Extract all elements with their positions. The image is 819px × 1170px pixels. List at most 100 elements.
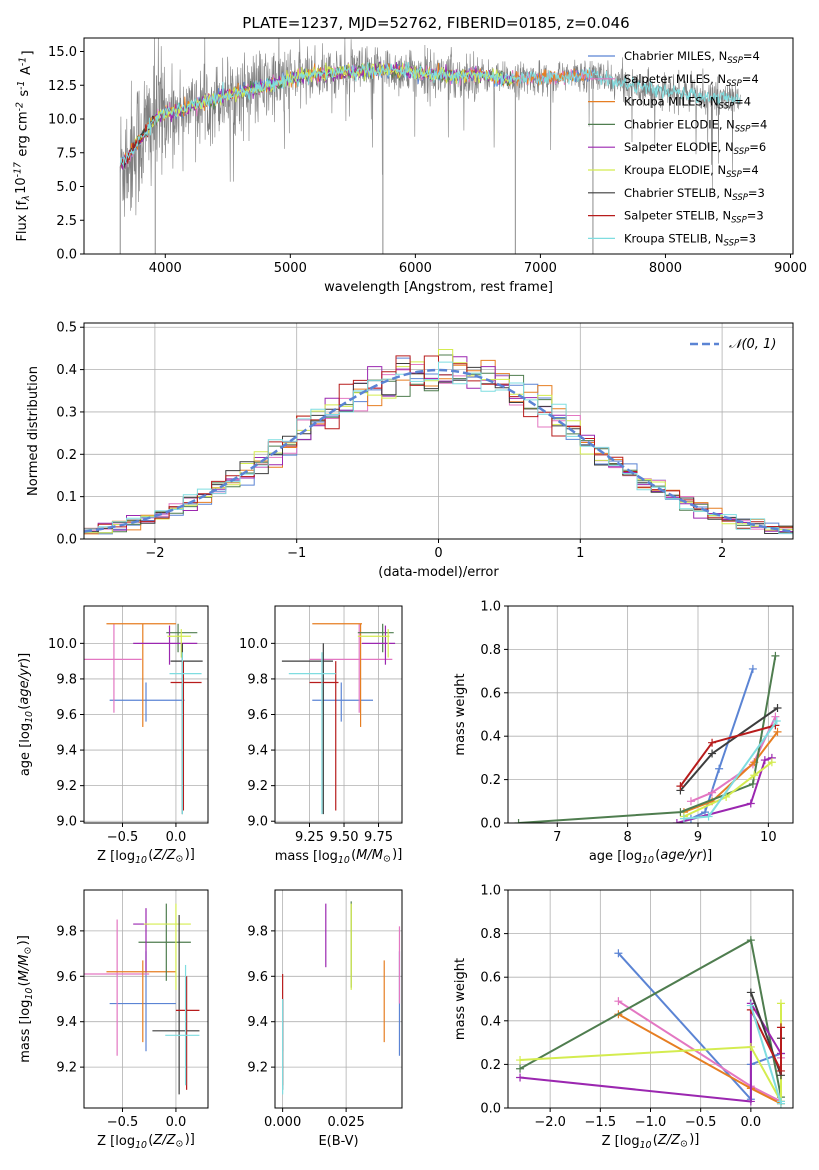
weight-vs-Z-marker bbox=[516, 1073, 525, 1082]
spectrum-ytick-label: 2.5 bbox=[56, 214, 77, 229]
spectrum-xtick-label: 9000 bbox=[774, 261, 807, 276]
legend-entry: Kroupa ELODIE, NSSP=4 bbox=[624, 163, 759, 180]
legend-entry: Salpeter ELODIE, NSSP=6 bbox=[624, 140, 766, 157]
mass-vs-Z-point bbox=[165, 964, 200, 1086]
age-vs-Z-point bbox=[84, 623, 142, 713]
spectrum: 4000 5000 6000 7000 8000 9000 0.0 2.5 5.0 7.5 10.0… bbox=[13, 37, 807, 295]
weight-vs-Z-xtick-label: 0.0 bbox=[741, 1115, 762, 1130]
mass-vs-ebv-grid bbox=[275, 890, 402, 1108]
weight-vs-Z-marker bbox=[746, 1001, 755, 1010]
mass-vs-Z-point bbox=[138, 903, 191, 981]
weight-vs-age-marker bbox=[715, 764, 724, 773]
mass-vs-ebv-ytick-label: 9.2 bbox=[247, 1061, 268, 1076]
residuals-legend: 𝒩(0, 1) bbox=[690, 337, 776, 352]
age-vs-Z-ytick-label: 9.6 bbox=[56, 708, 77, 723]
age-vs-Z-ytick-label: 9.8 bbox=[56, 672, 77, 687]
age-vs-mass-ytick-label: 9.0 bbox=[247, 815, 268, 830]
weight-vs-age-ytick-label: 0.4 bbox=[480, 730, 501, 745]
weight-vs-age-marker bbox=[771, 712, 780, 721]
age-vs-Z-xtick-label: 0.0 bbox=[166, 830, 187, 845]
age-vs-mass-ytick-label: 9.6 bbox=[247, 708, 268, 723]
weight-vs-Z-marker bbox=[746, 988, 755, 997]
weight-vs-Z-xtick-label: −2.0 bbox=[534, 1115, 566, 1130]
legend-entry: Salpeter STELIB, NSSP=3 bbox=[624, 209, 764, 226]
weight-vs-Z-marker bbox=[776, 999, 785, 1008]
spectrum-xtick-label: 6000 bbox=[399, 261, 432, 276]
age-vs-Z-ytick-label: 9.4 bbox=[56, 744, 77, 759]
gaussian-curve bbox=[84, 368, 793, 533]
residuals-ytick-label: 0.2 bbox=[56, 448, 77, 463]
spectrum-model-line bbox=[119, 62, 594, 173]
age-vs-mass-xtick-label: 9.25 bbox=[295, 830, 324, 845]
spectrum-xtick-label: 5000 bbox=[274, 261, 307, 276]
weight-vs-age-marker bbox=[679, 814, 688, 823]
age-vs-Z-point bbox=[109, 682, 185, 722]
weight-vs-age-xtick-label: 7 bbox=[553, 830, 561, 845]
weight-vs-Z-marker bbox=[614, 949, 623, 958]
weight-vs-age-xlabel: age [log10 (age/yr)] bbox=[589, 848, 712, 866]
weight-vs-age-marker bbox=[772, 717, 781, 726]
spectrum-model-line bbox=[119, 61, 741, 167]
mass-vs-Z-point bbox=[143, 903, 191, 990]
weight-vs-age-ytick-label: 0.8 bbox=[480, 643, 501, 658]
age-vs-Z-ytick-label: 9.0 bbox=[56, 815, 77, 830]
spectrum-legend: Chabrier MILES, NSSP=4 Salpeter MILES, NS… bbox=[588, 49, 767, 248]
weight-vs-age-ytick-label: 0.0 bbox=[480, 817, 501, 832]
mass-vs-Z-frame bbox=[83, 889, 209, 1109]
residuals-xtick-label: −1 bbox=[287, 546, 306, 561]
weight-vs-age-marker bbox=[767, 758, 776, 767]
residuals-ytick-label: 0.4 bbox=[56, 363, 77, 378]
age-vs-mass-plot-area bbox=[281, 623, 396, 815]
residuals-xlabel: (data-model)/error bbox=[378, 565, 499, 580]
mass-vs-Z: −0.5 0.0 9.2 9.4 9.6 9.8 Z [log10 (Z/Z⊙ )] mass… bbox=[16, 889, 209, 1151]
legend-entry: Kroupa MILES, NSSP=4 bbox=[624, 95, 751, 112]
legend-entry: Chabrier ELODIE, NSSP=4 bbox=[624, 117, 767, 134]
mass-vs-ebv-frame bbox=[274, 889, 403, 1109]
weight-vs-age-marker bbox=[760, 756, 769, 765]
weight-vs-age-grid bbox=[508, 605, 793, 824]
spectrum-xtick-label: 7000 bbox=[524, 261, 557, 276]
weight-vs-age-marker bbox=[708, 788, 717, 797]
residuals-plot-area bbox=[84, 349, 793, 539]
residuals-ytick-label: 0.5 bbox=[56, 321, 77, 336]
mass-vs-ebv-xtick-label: 0.000 bbox=[264, 1115, 301, 1130]
weight-vs-Z-xtick-label: −1.0 bbox=[635, 1115, 667, 1130]
mass-vs-Z-xtick-label: 0.0 bbox=[166, 1115, 187, 1130]
weight-vs-age-ytick-label: 0.6 bbox=[480, 686, 501, 701]
weight-vs-age-marker bbox=[686, 797, 695, 806]
weight-vs-Z-marker bbox=[614, 997, 623, 1006]
spectrum-plot-area bbox=[119, 38, 741, 254]
residual-histogram bbox=[84, 355, 793, 539]
weight-vs-age-series bbox=[672, 753, 776, 823]
age-vs-Z-ylabel: age [log10 (age/yr)] bbox=[17, 653, 35, 776]
weight-vs-age-marker bbox=[708, 738, 717, 747]
weight-vs-age-plot-area bbox=[514, 651, 782, 823]
weight-vs-age-xtick-label: 9 bbox=[694, 830, 702, 845]
weight-vs-age-marker bbox=[704, 812, 713, 821]
age-vs-mass-point bbox=[357, 629, 390, 658]
mass-vs-ebv-xlabel: E(B-V) bbox=[318, 1134, 358, 1149]
age-vs-mass-xtick-label: 9.75 bbox=[364, 830, 393, 845]
weight-vs-age-xtick-label: 10 bbox=[760, 830, 777, 845]
mass-vs-Z-ylabel: mass [log10 (M/M⊙ )] bbox=[16, 935, 35, 1063]
weight-vs-age-marker bbox=[773, 703, 782, 712]
residuals-ylabel: Normed distribution bbox=[26, 366, 41, 496]
residual-histogram bbox=[84, 361, 793, 539]
weight-vs-Z-marker bbox=[776, 1097, 785, 1106]
residuals-xtick-label: 2 bbox=[718, 546, 726, 561]
mass-vs-Z-point bbox=[175, 976, 200, 1090]
age-vs-mass-point bbox=[361, 625, 396, 665]
weight-vs-Z-marker bbox=[776, 1066, 785, 1075]
weight-vs-age-marker bbox=[748, 664, 757, 673]
mass-vs-Z-point bbox=[133, 908, 150, 972]
mass-vs-Z-ytick-label: 9.8 bbox=[56, 924, 77, 939]
spectrum-ytick-label: 15.0 bbox=[48, 45, 77, 60]
weight-vs-age-marker bbox=[750, 771, 759, 780]
mass-vs-ebv-xtick-label: 0.025 bbox=[328, 1115, 365, 1130]
age-vs-Z-point bbox=[169, 652, 202, 815]
weight-vs-Z-marker bbox=[746, 936, 755, 945]
spectrum-ytick-label: 10.0 bbox=[48, 113, 77, 128]
mass-vs-Z-ytick-label: 9.4 bbox=[56, 1015, 77, 1030]
spectrum-xtick-label: 4000 bbox=[149, 261, 182, 276]
